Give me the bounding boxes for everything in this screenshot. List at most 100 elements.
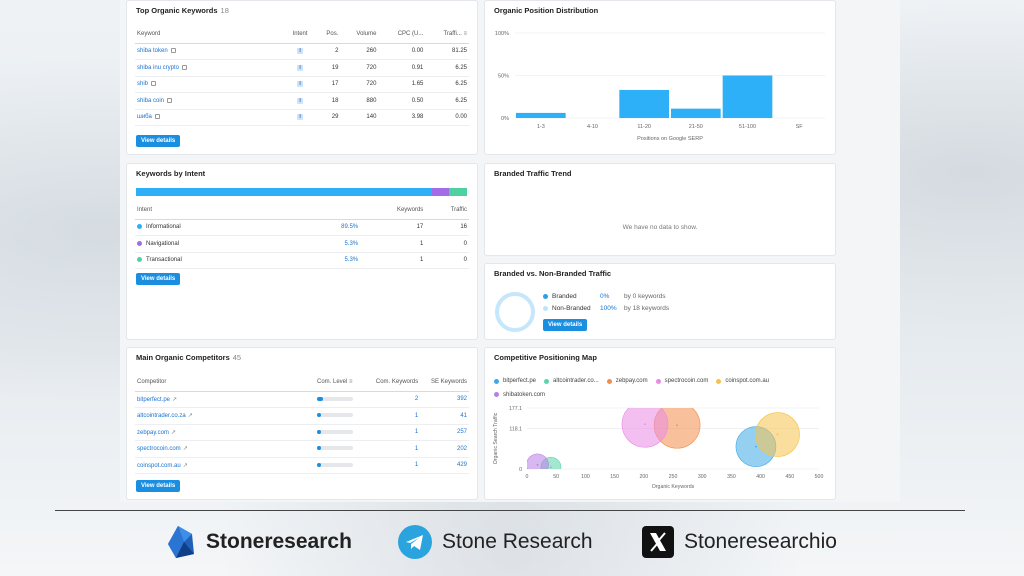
keyword-row: shib I 17 720 1.65 6.25	[135, 76, 469, 93]
se-keywords-cell[interactable]: 202	[420, 440, 469, 458]
intent-color-dot	[137, 224, 142, 230]
intent-name: Transactional	[146, 257, 182, 264]
keyword-link[interactable]: shiba inu crypto	[137, 64, 180, 71]
competitor-link[interactable]: coinspot.com.au	[137, 462, 181, 469]
col-intent[interactable]: Intent	[285, 25, 316, 44]
intent-pct[interactable]: 5.3%	[315, 252, 361, 269]
brand-x[interactable]: Stoneresearchio	[642, 522, 837, 562]
competitor-row: zebpay.com ↗ 1 257	[135, 424, 469, 441]
intent-row: Navigational 5.3% 1 0	[135, 235, 469, 253]
serp-icon[interactable]	[151, 81, 157, 87]
keyword-pos-cell: 29	[315, 109, 341, 126]
branded-vs-title: Branded vs. Non-Branded Traffic	[494, 269, 612, 278]
legend-item[interactable]: altcointrader.co...	[544, 375, 599, 387]
branded-vs-view-details-button[interactable]: View details	[543, 319, 588, 331]
positioning-card: Competitive Positioning Map bitperfect.p…	[484, 347, 836, 500]
legend-dot	[544, 378, 550, 384]
x-tick-label: 100	[581, 474, 590, 480]
legend-item[interactable]: shibatoken.com	[494, 389, 545, 401]
legend-label: shibatoken.com	[503, 391, 546, 398]
y-tick-label: 0	[519, 467, 522, 473]
branded-vs-pct[interactable]: 0%	[600, 292, 610, 300]
top-keywords-view-details-button[interactable]: View details	[136, 135, 181, 147]
external-link-icon[interactable]: ↗	[182, 446, 188, 453]
keyword-traffic-cell: 81.25	[425, 43, 469, 60]
com-keywords-cell[interactable]: 1	[363, 407, 421, 425]
com-keywords-cell[interactable]: 1	[363, 424, 421, 441]
com-keywords-cell[interactable]: 2	[363, 391, 421, 408]
keyword-row: shiba coin I 18 880 0.50 6.25	[135, 92, 469, 110]
top-keywords-card: Top Organic Keywords 18 Keyword Intent Po…	[126, 0, 478, 155]
brand-telegram[interactable]: Stone Research	[398, 522, 593, 562]
col-com-keywords[interactable]: Com. Keywords	[363, 373, 421, 392]
telegram-icon	[398, 525, 432, 559]
competitor-link[interactable]: zebpay.com	[137, 429, 169, 436]
col-com-level[interactable]: Com. Level ≡	[315, 373, 364, 392]
se-keywords-cell[interactable]: 41	[420, 407, 469, 425]
col-se-keywords[interactable]: SE Keywords	[420, 373, 469, 392]
keyword-cpc-cell: 0.91	[378, 59, 426, 77]
bubble-center	[755, 445, 757, 448]
col-cpc[interactable]: CPC (U...	[378, 25, 426, 44]
serp-icon[interactable]	[170, 48, 176, 54]
keyword-link[interactable]: shib	[137, 81, 149, 88]
competitors-view-details-button[interactable]: View details	[136, 480, 181, 492]
com-keywords-cell[interactable]: 1	[363, 457, 421, 474]
serp-icon[interactable]	[182, 64, 188, 70]
legend-item[interactable]: spectrocoin.com	[655, 375, 708, 387]
intent-pct[interactable]: 89.5%	[315, 219, 361, 236]
se-keywords-cell[interactable]: 429	[420, 457, 469, 474]
intent-badge: I	[297, 48, 304, 55]
competitor-link[interactable]: bitperfect.pe	[137, 396, 171, 403]
serp-icon[interactable]	[154, 114, 160, 120]
col-volume[interactable]: Volume	[340, 25, 379, 44]
serp-icon[interactable]	[167, 97, 173, 103]
intent-bar-segment[interactable]	[136, 188, 432, 196]
competitor-link[interactable]: spectrocoin.com	[137, 446, 181, 453]
external-link-icon[interactable]: ↗	[187, 413, 193, 420]
keyword-cell: shiba inu crypto	[135, 59, 285, 77]
se-keywords-cell[interactable]: 392	[420, 391, 469, 408]
external-link-icon[interactable]: ↗	[170, 429, 176, 436]
legend-item[interactable]: bitperfect.pe	[494, 375, 536, 387]
external-link-icon[interactable]: ↗	[182, 462, 188, 469]
com-level-bar	[317, 429, 353, 434]
brand-stoneresearch[interactable]: Stoneresearch	[164, 522, 352, 562]
col-competitor[interactable]: Competitor	[135, 373, 315, 392]
legend-item[interactable]: zebpay.com	[606, 375, 648, 387]
com-level-bar	[317, 446, 353, 451]
col-keyword[interactable]: Keyword	[135, 25, 285, 44]
keyword-link[interactable]: shiba token	[137, 48, 168, 55]
keyword-link[interactable]: шиба	[137, 114, 152, 121]
competitor-link[interactable]: altcointrader.co.za	[137, 413, 186, 420]
intent-badge: I	[297, 81, 304, 88]
intent-row: Informational 89.5% 17 16	[135, 219, 469, 236]
col-traffic[interactable]: Traffi... ≡	[425, 25, 469, 44]
competitors-table: Competitor Com. Level ≡ Com. Keywords SE…	[135, 373, 469, 474]
branded-vs-pct[interactable]: 100%	[600, 304, 617, 312]
se-keywords-cell[interactable]: 257	[420, 424, 469, 441]
external-link-icon[interactable]: ↗	[172, 396, 178, 403]
intent-bar-segment[interactable]	[449, 188, 467, 196]
legend-dot	[716, 378, 722, 384]
x-tick-label: 350	[727, 474, 736, 480]
com-level-bar	[317, 462, 353, 467]
intent-bar-segment[interactable]	[431, 188, 450, 196]
intent-view-details-button[interactable]: View details	[136, 273, 181, 285]
sort-icon[interactable]: ≡	[349, 378, 353, 385]
footer-divider	[55, 510, 965, 511]
keyword-pos-cell: 2	[315, 43, 341, 60]
col-pos[interactable]: Pos.	[315, 25, 341, 44]
legend-item[interactable]: coinspot.com.au	[716, 375, 769, 387]
com-keywords-cell[interactable]: 1	[363, 440, 421, 458]
sort-icon[interactable]: ≡	[463, 30, 467, 37]
keyword-pos-cell: 19	[315, 59, 341, 77]
positioning-title: Competitive Positioning Map	[494, 353, 597, 362]
keyword-cpc-cell: 1.65	[378, 76, 426, 93]
x-axis-label: Organic Keywords	[652, 484, 695, 490]
keyword-cpc-cell: 3.98	[378, 109, 426, 126]
keyword-link[interactable]: shiba coin	[137, 97, 165, 104]
intent-color-dot	[137, 240, 142, 246]
intent-pct[interactable]: 5.3%	[315, 235, 361, 253]
legend-dot	[494, 392, 499, 397]
